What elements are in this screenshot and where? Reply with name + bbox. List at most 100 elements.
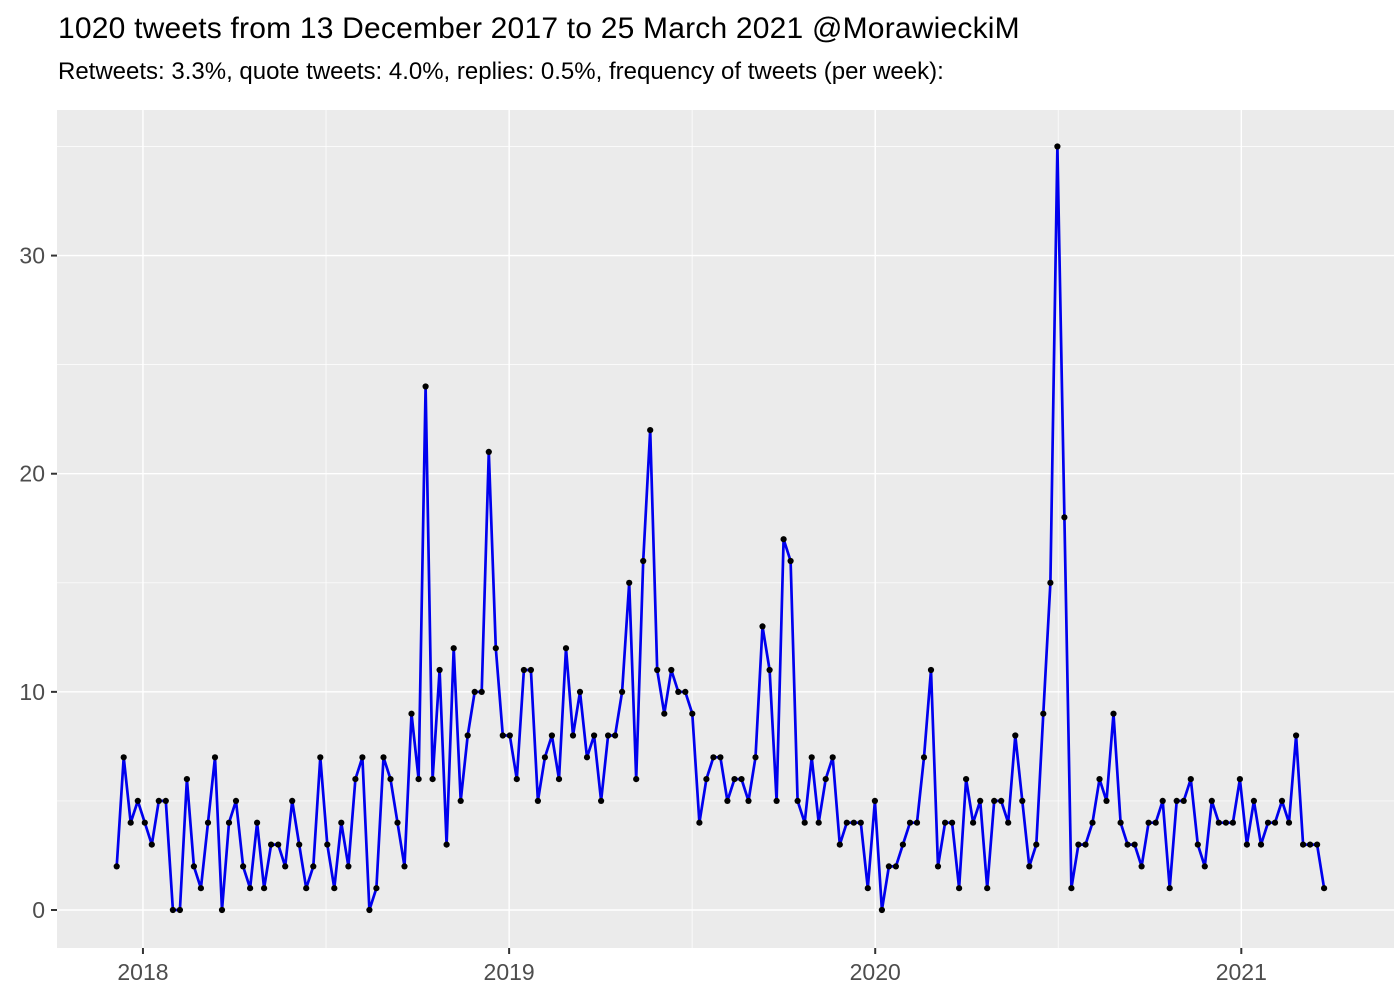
data-point xyxy=(520,666,528,674)
data-point xyxy=(261,885,268,892)
data-point xyxy=(1173,797,1180,805)
data-point xyxy=(1061,514,1068,521)
data-point xyxy=(970,819,977,826)
data-point xyxy=(885,863,893,870)
data-point xyxy=(647,427,654,434)
data-point xyxy=(1321,885,1328,892)
data-point xyxy=(766,666,773,674)
data-point xyxy=(892,863,900,870)
data-point xyxy=(1271,819,1279,826)
data-point xyxy=(555,776,563,783)
data-point xyxy=(387,776,394,783)
data-point xyxy=(829,754,836,761)
data-point xyxy=(619,688,626,696)
data-point xyxy=(562,645,570,652)
chart-title: 1020 tweets from 13 December 2017 to 25 … xyxy=(58,12,1020,45)
data-point xyxy=(478,688,485,696)
data-point xyxy=(394,819,401,826)
data-point xyxy=(1307,841,1314,848)
data-point xyxy=(401,863,408,870)
data-point xyxy=(780,536,787,543)
y-axis-label: 20 xyxy=(19,461,45,487)
data-point xyxy=(296,841,303,848)
data-point xyxy=(668,666,675,674)
data-point xyxy=(1257,841,1265,848)
data-point xyxy=(963,776,970,783)
data-point xyxy=(120,754,127,761)
data-point xyxy=(1075,841,1082,848)
data-point xyxy=(1068,885,1075,892)
data-point xyxy=(1103,797,1110,805)
data-point xyxy=(1314,841,1321,848)
y-axis-label: 30 xyxy=(19,243,45,269)
data-point xyxy=(1194,841,1201,848)
data-point xyxy=(576,688,584,696)
data-point xyxy=(457,797,464,805)
data-point xyxy=(204,819,212,826)
data-point xyxy=(1201,863,1208,870)
data-point xyxy=(991,797,998,805)
data-point xyxy=(443,841,450,848)
data-point xyxy=(183,776,190,783)
data-point xyxy=(548,732,556,739)
data-point xyxy=(1215,819,1222,826)
y-axis-label: 0 xyxy=(32,897,45,923)
data-point xyxy=(464,732,471,739)
data-point xyxy=(633,776,640,783)
data-point xyxy=(492,645,499,652)
data-point xyxy=(801,819,808,826)
data-point xyxy=(977,797,984,805)
data-point xyxy=(289,797,296,805)
data-point xyxy=(822,776,829,783)
data-point xyxy=(155,797,162,805)
data-point xyxy=(1138,863,1145,870)
data-point xyxy=(878,906,886,914)
data-point xyxy=(1250,797,1257,805)
data-point xyxy=(1047,579,1054,586)
data-point xyxy=(148,841,155,848)
data-point xyxy=(1152,819,1159,826)
data-point xyxy=(247,885,254,892)
data-point xyxy=(1026,863,1033,870)
data-point xyxy=(1293,732,1300,739)
data-point xyxy=(113,863,120,870)
data-point xyxy=(513,776,520,783)
data-point xyxy=(1166,885,1173,892)
data-point xyxy=(408,710,415,717)
data-point xyxy=(759,623,766,630)
chart-subtitle: Retweets: 3.3%, quote tweets: 4.0%, repl… xyxy=(58,58,944,85)
data-point xyxy=(310,863,317,870)
data-point xyxy=(190,863,197,870)
data-point xyxy=(211,754,219,761)
data-point xyxy=(591,732,598,739)
data-point xyxy=(303,885,310,892)
data-point xyxy=(1082,841,1089,848)
data-point xyxy=(1117,819,1124,826)
data-point xyxy=(899,841,907,848)
data-point xyxy=(1089,819,1096,826)
data-point xyxy=(871,797,879,805)
data-point xyxy=(661,710,668,717)
data-point xyxy=(506,732,513,739)
data-point xyxy=(850,819,857,826)
data-point xyxy=(197,885,204,892)
data-point xyxy=(682,688,689,696)
data-point xyxy=(127,819,134,826)
x-axis-label: 2020 xyxy=(850,959,901,985)
data-point xyxy=(1124,841,1131,848)
data-point xyxy=(380,754,387,761)
data-point xyxy=(218,906,226,914)
data-point xyxy=(415,776,422,783)
data-point xyxy=(345,863,352,870)
data-point xyxy=(745,797,752,805)
data-point xyxy=(338,819,345,826)
data-point xyxy=(1285,819,1293,826)
data-point xyxy=(612,732,619,739)
data-point xyxy=(956,885,963,892)
data-point xyxy=(282,863,289,870)
data-point xyxy=(268,841,275,848)
x-axis-label: 2019 xyxy=(484,959,535,985)
data-point xyxy=(1054,143,1061,150)
data-point xyxy=(422,383,429,390)
data-point xyxy=(731,776,738,783)
